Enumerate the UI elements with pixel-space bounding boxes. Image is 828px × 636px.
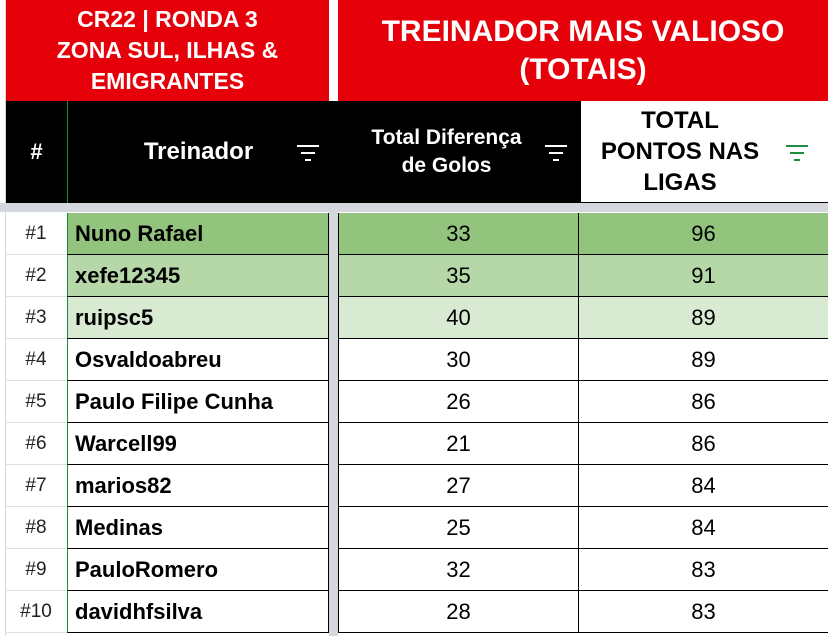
event-title-line: ZONA SUL, ILHAS & bbox=[56, 37, 279, 63]
coach-name-cell: Paulo Filipe Cunha bbox=[67, 381, 329, 423]
gridline bbox=[6, 506, 67, 507]
points-cell: 83 bbox=[579, 591, 828, 633]
points-cell: 89 bbox=[579, 339, 828, 381]
rank-cell: #1 bbox=[25, 223, 47, 244]
points-cell: 84 bbox=[579, 465, 828, 507]
goal-diff-cell: 35 bbox=[338, 255, 579, 297]
column-divider bbox=[579, 101, 581, 203]
gridline bbox=[5, 0, 6, 636]
coach-name-cell: Nuno Rafael bbox=[67, 213, 329, 255]
goal-diff-cell: 40 bbox=[338, 297, 579, 339]
gridline bbox=[6, 380, 67, 381]
gridline bbox=[6, 338, 67, 339]
column-header-points-line: LIGAS bbox=[643, 169, 717, 196]
coach-name-cell: Medinas bbox=[67, 507, 329, 549]
rank-cell: #8 bbox=[25, 517, 47, 538]
goal-diff-cell: 28 bbox=[338, 591, 579, 633]
column-header-coach-label: Treinador bbox=[143, 138, 254, 165]
table-row[interactable]: #7 marios82 27 84 bbox=[0, 465, 828, 507]
points-cell: 96 bbox=[579, 213, 828, 255]
coach-name-cell: davidhfsilva bbox=[67, 591, 329, 633]
gridline bbox=[6, 464, 67, 465]
table-row[interactable]: #2 xefe12345 35 91 bbox=[0, 255, 828, 297]
coach-name-cell: marios82 bbox=[67, 465, 329, 507]
table-row[interactable]: #4 Osvaldoabreu 30 89 bbox=[0, 339, 828, 381]
rank-cell: #3 bbox=[25, 307, 47, 328]
table-row[interactable]: #8 Medinas 25 84 bbox=[0, 507, 828, 549]
goal-diff-cell: 30 bbox=[338, 339, 579, 381]
table-row[interactable]: #9 PauloRomero 32 83 bbox=[0, 549, 828, 591]
rank-cell: #6 bbox=[25, 433, 47, 454]
gridline bbox=[6, 590, 67, 591]
gridline bbox=[6, 548, 67, 549]
goal-diff-cell: 26 bbox=[338, 381, 579, 423]
points-cell: 84 bbox=[579, 507, 828, 549]
points-cell: 86 bbox=[579, 423, 828, 465]
goal-diff-cell: 32 bbox=[338, 549, 579, 591]
gridline bbox=[6, 422, 67, 423]
coach-name-cell: Warcell99 bbox=[67, 423, 329, 465]
rank-cell: #7 bbox=[25, 475, 47, 496]
goal-diff-cell: 25 bbox=[338, 507, 579, 549]
event-title-line: EMIGRANTES bbox=[90, 68, 245, 94]
gridline bbox=[6, 296, 67, 297]
event-title: CR22 | RONDA 3 ZONA SUL, ILHAS & EMIGRAN… bbox=[6, 0, 329, 101]
frozen-column-divider bbox=[329, 212, 338, 636]
rank-cell: #10 bbox=[20, 601, 52, 622]
ranking-title: TREINADOR MAIS VALIOSO (TOTAIS) bbox=[338, 0, 828, 101]
points-cell: 91 bbox=[579, 255, 828, 297]
column-header-goal-diff-line: Total Diferença bbox=[371, 126, 522, 149]
table-row[interactable]: #5 Paulo Filipe Cunha 26 86 bbox=[0, 381, 828, 423]
table-row[interactable]: #3 ruipsc5 40 89 bbox=[0, 297, 828, 339]
frozen-row-divider bbox=[0, 203, 828, 212]
column-header-points-line: TOTAL bbox=[641, 107, 719, 134]
column-separator bbox=[329, 101, 338, 203]
coach-name-cell: ruipsc5 bbox=[67, 297, 329, 339]
column-header-league-points[interactable]: TOTAL PONTOS NAS LIGAS bbox=[579, 101, 828, 203]
points-cell: 86 bbox=[579, 381, 828, 423]
rank-cell: #5 bbox=[25, 391, 47, 412]
goal-diff-cell: 27 bbox=[338, 465, 579, 507]
event-title-line: CR22 | RONDA 3 bbox=[77, 6, 258, 32]
points-cell: 89 bbox=[579, 297, 828, 339]
gridline bbox=[6, 254, 67, 255]
filter-icon[interactable] bbox=[545, 145, 567, 161]
rank-cell: #9 bbox=[25, 559, 47, 580]
goal-diff-cell: 33 bbox=[338, 213, 579, 255]
column-header-points-line: PONTOS NAS bbox=[600, 138, 760, 165]
ranking-title-line: TREINADOR MAIS VALIOSO bbox=[381, 14, 785, 48]
rank-cell: #2 bbox=[25, 265, 47, 286]
table-row[interactable]: #10 davidhfsilva 28 83 bbox=[0, 591, 828, 633]
points-cell: 83 bbox=[579, 549, 828, 591]
column-header-goal-diff-line: de Golos bbox=[401, 154, 492, 177]
coach-name-cell: PauloRomero bbox=[67, 549, 329, 591]
column-header-coach[interactable]: Treinador bbox=[67, 101, 329, 203]
coach-name-cell: Osvaldoabreu bbox=[67, 339, 329, 381]
rank-cell: #4 bbox=[25, 349, 47, 370]
column-header-rank: # bbox=[6, 101, 67, 203]
table-row[interactable]: #1 Nuno Rafael 33 96 bbox=[0, 213, 828, 255]
filter-icon[interactable] bbox=[297, 145, 319, 161]
table-row[interactable]: #6 Warcell99 21 86 bbox=[0, 423, 828, 465]
goal-diff-cell: 21 bbox=[338, 423, 579, 465]
filter-active-icon[interactable] bbox=[786, 145, 808, 161]
column-header-rank-label: # bbox=[30, 139, 43, 164]
column-header-goal-diff[interactable]: Total Diferença de Golos bbox=[338, 101, 579, 203]
gridline bbox=[6, 632, 67, 633]
ranking-title-line: (TOTAIS) bbox=[519, 52, 647, 86]
coach-name-cell: xefe12345 bbox=[67, 255, 329, 297]
